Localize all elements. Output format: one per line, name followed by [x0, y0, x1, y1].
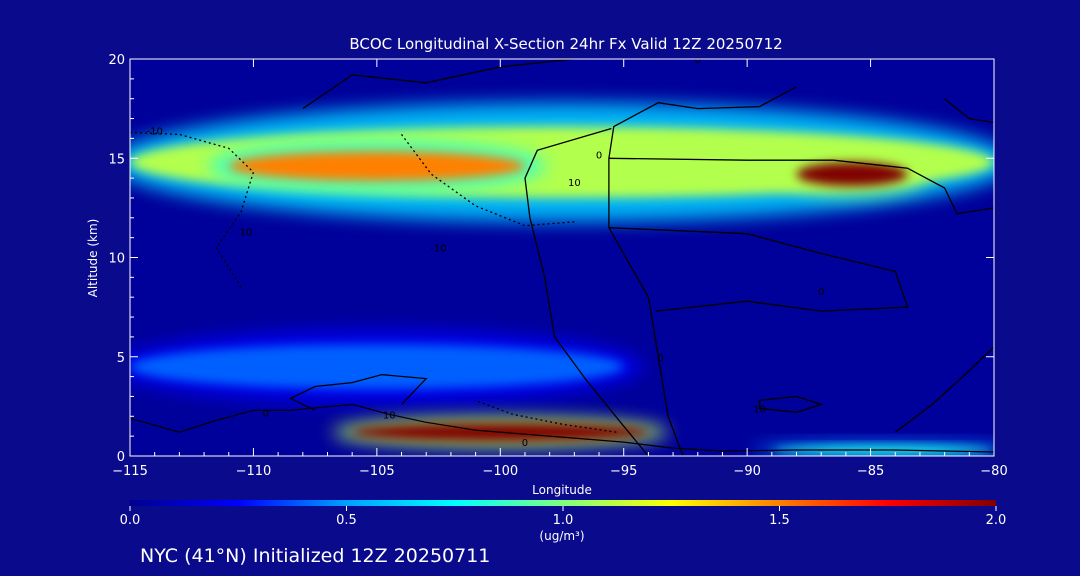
contour-line [524, 127, 649, 456]
contour-line [608, 102, 684, 456]
contour-label: 0 [658, 353, 664, 364]
contour-line [130, 131, 255, 288]
contour-line [302, 59, 575, 110]
terrain-mask [130, 403, 994, 456]
x-tick-label: −105 [359, 464, 395, 479]
colorbar-tick-label: 0.0 [120, 513, 141, 528]
chart-subtitle: NYC (41°N) Initialized 12Z 20250711 [140, 545, 490, 567]
contour-line [475, 399, 617, 433]
x-tick-label: −80 [980, 464, 1007, 479]
colorbar-unit-label: (ug/m³) [539, 529, 584, 543]
x-tick-label: −100 [482, 464, 518, 479]
field-upper-band-west-max [228, 151, 525, 182]
colorbar-tick-label: 1.5 [769, 513, 790, 528]
y-tick-label: 10 [108, 252, 125, 267]
chart-title: BCOC Longitudinal X-Section 24hr Fx Vali… [349, 35, 782, 53]
contour-label: 10 [240, 228, 253, 239]
contour-label: 0 [596, 150, 602, 161]
concentration-field [130, 102, 994, 456]
x-axis: −115 −110 −105 −100 −95 −90 −85 −80 [112, 59, 1008, 479]
colorbar-strip [130, 500, 996, 506]
contour-label: 10 [568, 178, 581, 189]
contour-line [289, 373, 428, 411]
field-mid-level-band [130, 344, 624, 390]
y-tick-label: 5 [117, 351, 125, 366]
contour-label: 0 [522, 438, 528, 449]
colorbar-tick-label: 2.0 [986, 513, 1007, 528]
colorbar-ticks: 0.0 0.5 1.0 1.5 2.0 [120, 506, 1007, 528]
y-tick-label: 0 [117, 450, 125, 465]
x-tick-label: −110 [236, 464, 272, 479]
contour-label: 0 [818, 287, 824, 298]
temperature-contours [130, 59, 994, 456]
y-tick-label: 20 [108, 53, 125, 68]
contour-line [758, 395, 824, 413]
contour-label: 10 [753, 404, 766, 415]
contour-line [658, 86, 797, 110]
colorbar-tick-label: 0.5 [336, 513, 357, 528]
contour-label: -10 [430, 244, 446, 255]
y-axis-label: Altitude (km) [86, 219, 100, 298]
contour-label: 0 [695, 55, 701, 66]
contour-labels: 0 -10 0 10 10 -10 0 0 10 0 0 10 [147, 55, 825, 449]
contour-line [608, 157, 994, 215]
plot-area: 0 -10 0 10 10 -10 0 0 10 0 0 10 [130, 55, 994, 456]
y-tick-label: 15 [108, 152, 125, 167]
x-axis-label: Longitude [532, 483, 592, 497]
contour-label: 10 [383, 410, 396, 421]
contour-line [894, 346, 994, 433]
x-tick-label: −115 [112, 464, 148, 479]
x-tick-label: −85 [857, 464, 884, 479]
contour-line [944, 98, 994, 124]
field-upper-band-east-max [796, 162, 908, 187]
colorbar-tick-label: 1.0 [553, 513, 574, 528]
contour-line [608, 227, 909, 312]
y-axis: 0 5 10 15 20 [108, 53, 994, 465]
contour-label: 0 [263, 408, 269, 419]
x-tick-label: −90 [733, 464, 760, 479]
contour-label: -10 [147, 126, 163, 137]
x-tick-label: −95 [610, 464, 637, 479]
colorbar: 0.0 0.5 1.0 1.5 2.0 (ug/m³) [120, 500, 1007, 543]
